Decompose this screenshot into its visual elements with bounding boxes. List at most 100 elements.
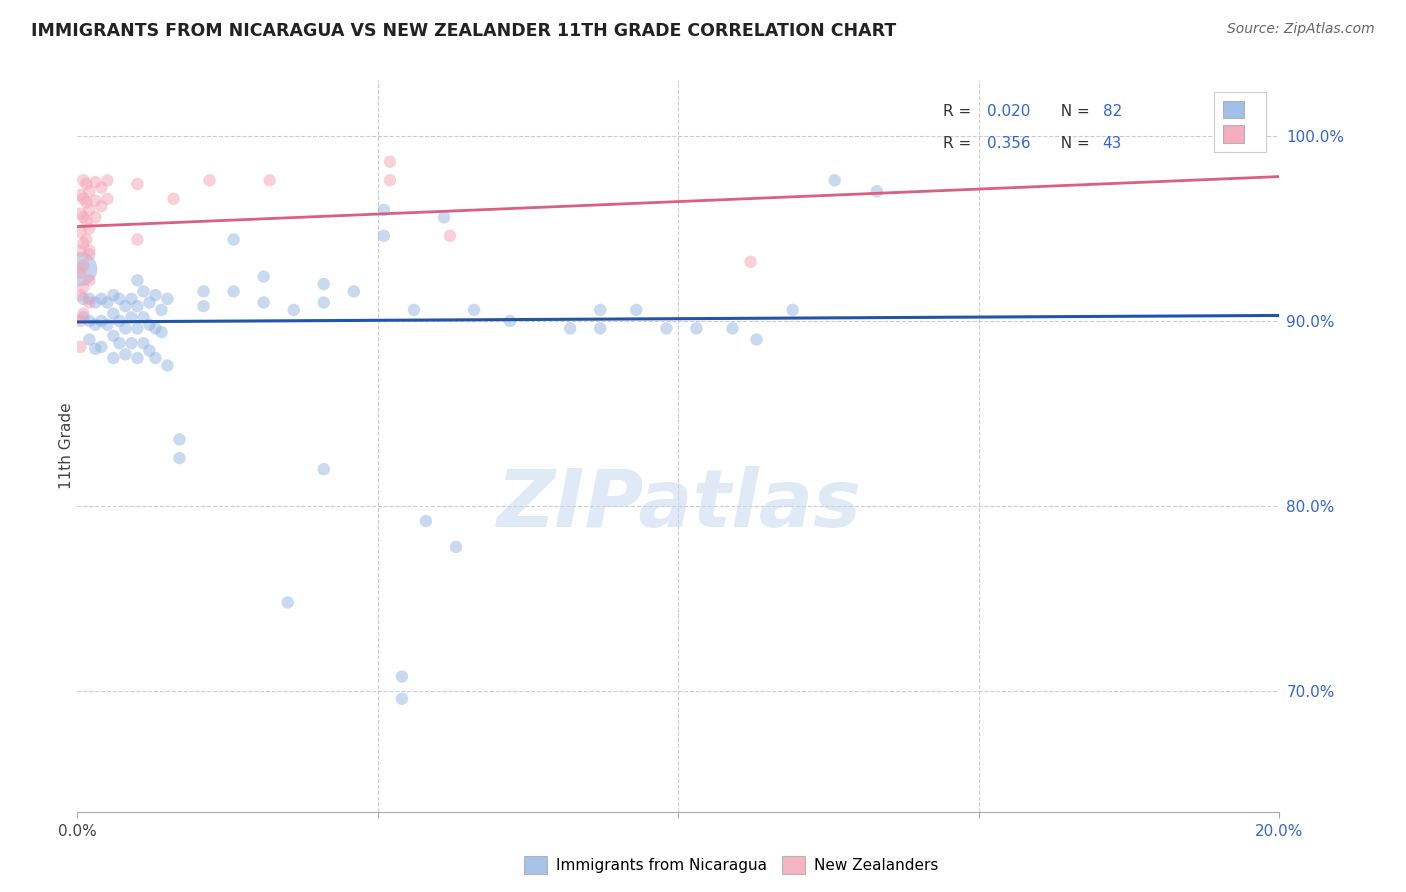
Text: 43: 43	[1102, 136, 1122, 152]
Point	[402, 302, 425, 317]
Point	[72, 192, 94, 206]
Point	[138, 295, 160, 310]
Point	[378, 154, 401, 169]
Point	[69, 340, 91, 354]
Point	[79, 273, 101, 287]
Point	[96, 173, 118, 187]
Point	[90, 199, 112, 213]
Point	[132, 310, 155, 325]
Point	[84, 295, 107, 310]
Point	[90, 180, 112, 194]
Point	[193, 285, 215, 299]
Point	[84, 194, 107, 208]
Point	[72, 211, 94, 225]
Point	[108, 336, 131, 351]
Point	[127, 299, 149, 313]
Point	[589, 302, 612, 317]
Point	[127, 351, 149, 365]
Point	[69, 288, 91, 302]
Point	[96, 192, 118, 206]
Point	[120, 336, 142, 351]
Point	[69, 262, 91, 277]
Y-axis label: 11th Grade: 11th Grade	[59, 402, 73, 490]
Text: 0.020: 0.020	[987, 103, 1031, 119]
Point	[114, 321, 136, 335]
Point	[72, 236, 94, 251]
Point	[277, 595, 299, 609]
Point	[69, 225, 91, 239]
Point	[132, 285, 155, 299]
Legend: , : ,	[1213, 92, 1265, 152]
Point	[72, 307, 94, 321]
Text: R =: R =	[943, 103, 976, 119]
Point	[655, 321, 678, 335]
Point	[75, 177, 97, 191]
Point	[79, 333, 101, 347]
Point	[721, 321, 744, 335]
Text: ZIPatlas: ZIPatlas	[496, 466, 860, 543]
Point	[127, 273, 149, 287]
Point	[79, 221, 101, 235]
Point	[69, 188, 91, 202]
Point	[866, 185, 889, 199]
Point	[120, 310, 142, 325]
Point	[145, 288, 167, 302]
Point	[253, 295, 276, 310]
Point	[84, 211, 107, 225]
Point	[69, 244, 91, 258]
Point	[745, 333, 768, 347]
Point	[626, 302, 648, 317]
Point	[312, 277, 335, 291]
Point	[120, 292, 142, 306]
Point	[72, 310, 94, 325]
Text: Source: ZipAtlas.com: Source: ZipAtlas.com	[1227, 22, 1375, 37]
Point	[96, 318, 118, 332]
Text: 82: 82	[1102, 103, 1122, 119]
Point	[444, 540, 467, 554]
Point	[150, 302, 173, 317]
Point	[150, 325, 173, 339]
Point	[138, 318, 160, 332]
Point	[79, 202, 101, 217]
Point	[198, 173, 221, 187]
Text: IMMIGRANTS FROM NICARAGUA VS NEW ZEALANDER 11TH GRADE CORRELATION CHART: IMMIGRANTS FROM NICARAGUA VS NEW ZEALAND…	[31, 22, 896, 40]
Point	[72, 259, 94, 273]
Legend: Immigrants from Nicaragua, New Zealanders: Immigrants from Nicaragua, New Zealander…	[517, 850, 945, 880]
Point	[222, 233, 245, 247]
Point	[103, 351, 125, 365]
Point	[312, 462, 335, 476]
Point	[84, 318, 107, 332]
Point	[499, 314, 522, 328]
Point	[193, 299, 215, 313]
Point	[127, 233, 149, 247]
Point	[79, 292, 101, 306]
Point	[283, 302, 305, 317]
Point	[560, 321, 582, 335]
Point	[169, 450, 191, 465]
Point	[72, 292, 94, 306]
Point	[589, 321, 612, 335]
Point	[138, 343, 160, 358]
Point	[439, 228, 461, 243]
Point	[114, 299, 136, 313]
Point	[127, 321, 149, 335]
Point	[69, 314, 91, 328]
Point	[312, 295, 335, 310]
Point	[90, 314, 112, 328]
Text: N =: N =	[1052, 136, 1095, 152]
Point	[103, 307, 125, 321]
Point	[79, 295, 101, 310]
Point	[103, 328, 125, 343]
Point	[433, 211, 456, 225]
Point	[75, 214, 97, 228]
Point	[782, 302, 804, 317]
Point	[79, 185, 101, 199]
Point	[84, 175, 107, 189]
Point	[108, 292, 131, 306]
Point	[79, 247, 101, 261]
Point	[72, 173, 94, 187]
Point	[90, 340, 112, 354]
Point	[740, 254, 762, 268]
Point	[114, 347, 136, 361]
Point	[79, 244, 101, 258]
